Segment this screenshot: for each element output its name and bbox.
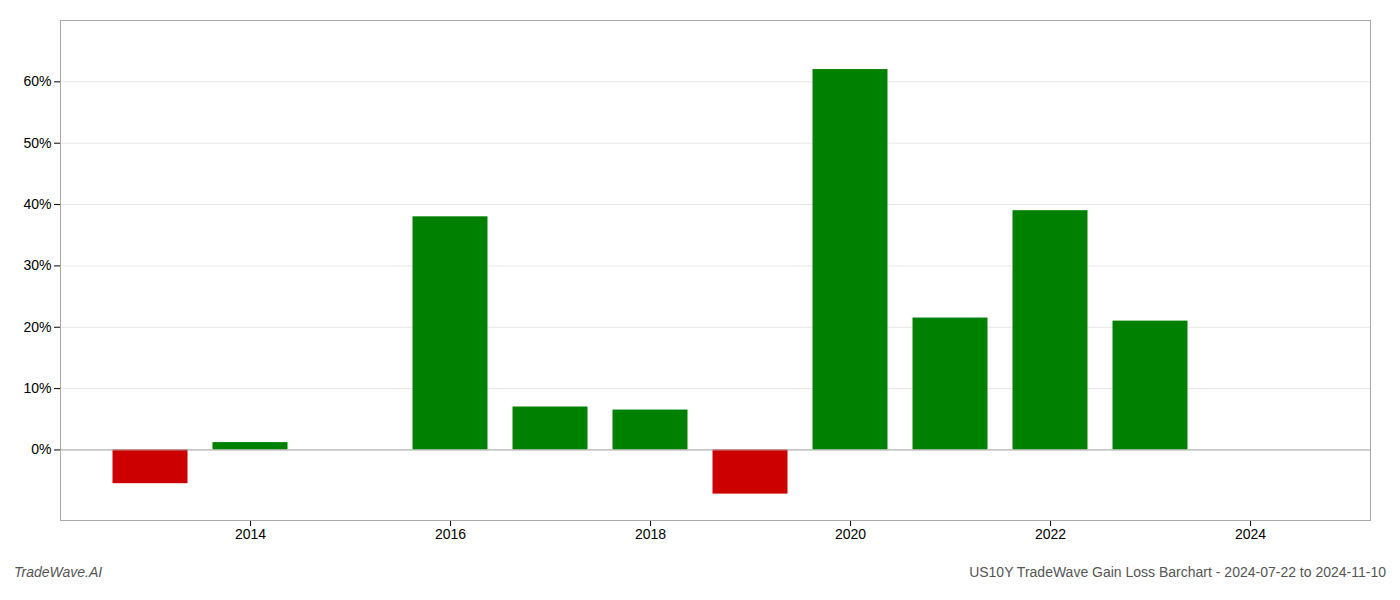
svg-text:10%: 10%: [23, 380, 51, 396]
svg-text:2020: 2020: [835, 526, 866, 542]
svg-text:2014: 2014: [235, 526, 266, 542]
svg-text:50%: 50%: [23, 135, 51, 151]
html-text:TradeWave.AI: TradeWave.AI: [14, 564, 103, 580]
svg-text:0%: 0%: [31, 441, 51, 457]
svg-text:2018: 2018: [635, 526, 666, 542]
svg-text:40%: 40%: [23, 196, 51, 212]
svg-text:60%: 60%: [23, 73, 51, 89]
html-text:US10Y TradeWave Gain Loss Barc: US10Y TradeWave Gain Loss Barchart - 202…: [969, 564, 1386, 580]
svg-text:20%: 20%: [23, 319, 51, 335]
svg-text:2022: 2022: [1035, 526, 1066, 542]
svg-text:30%: 30%: [23, 257, 51, 273]
svg-text:2016: 2016: [435, 526, 466, 542]
svg-text:2024: 2024: [1235, 526, 1266, 542]
